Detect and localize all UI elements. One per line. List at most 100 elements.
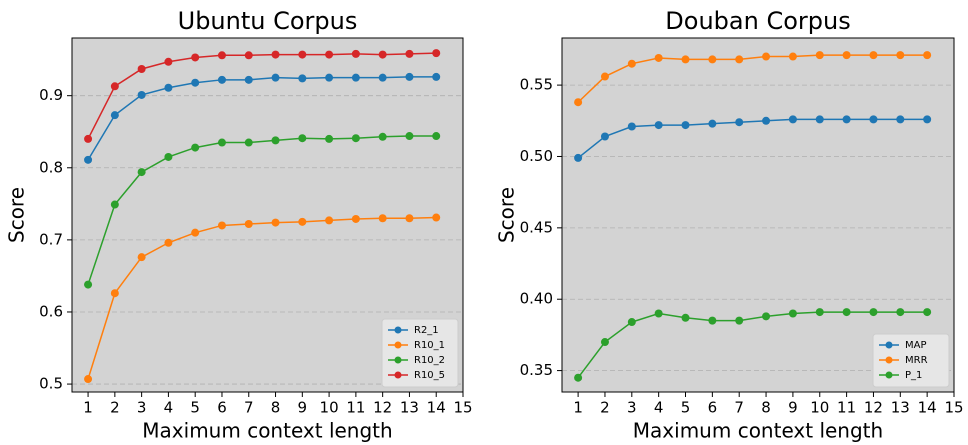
- x-tick-label: 3: [137, 399, 147, 417]
- data-point: [654, 53, 663, 62]
- data-point: [84, 155, 93, 164]
- data-point: [405, 72, 414, 81]
- data-point: [351, 214, 360, 223]
- data-point: [217, 221, 226, 230]
- data-point: [762, 312, 771, 321]
- x-axis-label: Maximum context length: [633, 419, 883, 443]
- y-tick-label: 0.6: [39, 302, 63, 320]
- data-point: [815, 115, 824, 124]
- data-point: [325, 50, 334, 59]
- data-point: [244, 220, 253, 229]
- data-point: [271, 50, 280, 59]
- data-point: [405, 132, 414, 141]
- data-point: [110, 111, 119, 120]
- data-point: [137, 90, 146, 99]
- data-point: [681, 313, 690, 322]
- data-point: [574, 98, 583, 107]
- data-point: [84, 375, 93, 384]
- data-point: [735, 316, 744, 325]
- data-point: [735, 55, 744, 64]
- data-point: [137, 253, 146, 262]
- y-axis-label: Score: [5, 187, 29, 243]
- data-point: [869, 51, 878, 60]
- data-point: [815, 51, 824, 60]
- y-tick-label: 0.55: [520, 76, 553, 94]
- legend-label: R10_1: [414, 340, 445, 351]
- chart-title: Ubuntu Corpus: [178, 7, 358, 35]
- data-point: [244, 138, 253, 147]
- legend-marker: [394, 356, 402, 364]
- data-point: [191, 143, 200, 152]
- series-line: [577, 118, 928, 159]
- data-point: [654, 309, 663, 318]
- data-point: [378, 50, 387, 59]
- data-point: [654, 121, 663, 130]
- legend-box: [381, 318, 459, 388]
- legend-marker: [394, 371, 402, 379]
- legend-marker: [394, 326, 402, 334]
- plot-background: [562, 38, 954, 392]
- data-point: [574, 153, 583, 162]
- y-axis-label: Score: [495, 187, 519, 243]
- data-point: [815, 308, 824, 317]
- y-tick-label: 0.8: [39, 158, 63, 176]
- legend-marker: [885, 371, 893, 379]
- x-tick-label: 1: [83, 399, 93, 417]
- data-point: [325, 134, 334, 143]
- y-tick-label: 0.50: [520, 147, 553, 165]
- data-point: [378, 73, 387, 82]
- data-point: [627, 59, 636, 68]
- x-tick-label: 14: [918, 399, 937, 417]
- data-point: [627, 122, 636, 131]
- data-point: [351, 73, 360, 82]
- series-line: [577, 311, 928, 379]
- data-point: [405, 49, 414, 58]
- x-tick-label: 12: [864, 399, 883, 417]
- y-tick-label: 0.5: [39, 375, 63, 393]
- data-point: [681, 121, 690, 130]
- legend-label: MRR: [905, 355, 928, 366]
- data-point: [762, 116, 771, 125]
- data-point: [788, 52, 797, 61]
- x-tick-label: 14: [427, 399, 446, 417]
- data-point: [788, 309, 797, 318]
- data-point: [708, 119, 717, 128]
- data-point: [164, 238, 173, 247]
- data-point: [432, 213, 441, 222]
- data-point: [762, 52, 771, 61]
- data-point: [191, 228, 200, 237]
- data-point: [110, 289, 119, 298]
- x-tick-label: 7: [734, 399, 744, 417]
- data-point: [708, 55, 717, 64]
- legend-label: R2_1: [414, 325, 439, 336]
- data-point: [110, 200, 119, 209]
- data-point: [217, 75, 226, 84]
- x-tick-label: 6: [708, 399, 718, 417]
- data-point: [735, 118, 744, 127]
- data-point: [137, 168, 146, 177]
- data-point: [842, 308, 851, 317]
- x-tick-label: 2: [600, 399, 610, 417]
- data-point: [84, 134, 93, 143]
- series-line: [87, 52, 437, 140]
- plot-frame: [561, 37, 955, 393]
- data-point: [191, 78, 200, 87]
- x-tick-label: 9: [788, 399, 798, 417]
- data-point: [708, 316, 717, 325]
- data-point: [842, 51, 851, 60]
- data-point: [164, 152, 173, 161]
- series-line: [87, 135, 437, 285]
- y-tick-label: 0.9: [39, 86, 63, 104]
- data-point: [574, 373, 583, 382]
- legend-label: R10_5: [414, 370, 445, 381]
- data-point: [191, 53, 200, 62]
- data-point: [271, 136, 280, 145]
- x-tick-label: 11: [837, 399, 856, 417]
- x-tick-label: 13: [400, 399, 419, 417]
- data-point: [600, 338, 609, 347]
- data-point: [298, 50, 307, 59]
- data-point: [681, 55, 690, 64]
- series-line: [577, 54, 928, 103]
- x-tick-label: 10: [810, 399, 829, 417]
